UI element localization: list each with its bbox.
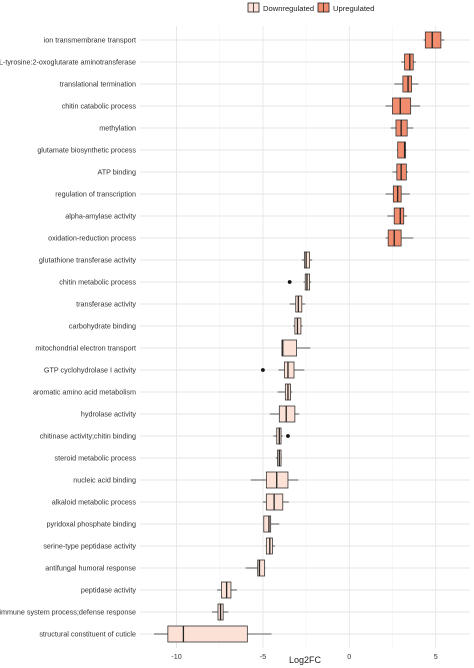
y-axis-tick-labels: ion transmembrane transport L-tyrosine:2-…	[0, 36, 136, 639]
y-tick-label: alkaloid metabolic process	[52, 498, 137, 507]
box-20	[275, 449, 282, 467]
box-3	[394, 75, 419, 93]
y-tick-label: carbohydrate binding	[69, 322, 136, 331]
box-24	[265, 537, 275, 555]
y-tick-label: L-tyrosine:2-oxoglutarate aminotransfera…	[0, 58, 136, 67]
box-19	[273, 427, 290, 445]
y-tick-label: steroid metabolic process	[55, 454, 137, 463]
box-5	[390, 119, 414, 137]
box-27	[211, 603, 229, 621]
y-tick-label: glutamate biosynthetic process	[37, 146, 136, 155]
box-22	[262, 493, 289, 511]
y-tick-label: regulation of transcription	[55, 190, 136, 199]
gridlines	[140, 26, 470, 648]
box-17	[277, 383, 293, 401]
box-iqr	[284, 361, 295, 379]
y-tick-label: nucleic acid binding	[73, 476, 136, 485]
y-tick-label: serine-type peptidase activity	[43, 542, 136, 551]
box-21	[250, 471, 299, 489]
box-7	[392, 163, 409, 181]
box-iqr	[303, 251, 310, 269]
x-tick-label: -10	[171, 652, 181, 661]
y-tick-label: aromatic amino acid metabolism	[33, 388, 136, 397]
x-axis-tick-labels: -10 -5 0 5	[171, 652, 437, 661]
box-26	[217, 581, 237, 599]
box-iqr	[263, 515, 272, 533]
x-tick-label: -5	[260, 652, 266, 661]
y-tick-label: chitin catabolic process	[62, 102, 137, 111]
legend-label-upregulated: Upregulated	[333, 4, 374, 13]
y-tick-label: peptidase activity	[81, 586, 137, 595]
y-tick-label: ion transmembrane transport	[44, 36, 136, 45]
box-iqr	[392, 97, 412, 115]
box-iqr	[424, 31, 442, 49]
y-tick-label: chitin metabolic process	[59, 278, 136, 287]
box-12	[287, 273, 312, 291]
y-tick-label: oxidation-reduction process	[48, 234, 136, 243]
y-tick-label: mitochondrial electron transport	[35, 344, 136, 353]
box-14	[293, 317, 303, 335]
outlier-point	[261, 368, 265, 372]
box-2	[401, 53, 416, 71]
x-axis-title: Log2FC	[289, 655, 322, 665]
box-28	[154, 625, 272, 643]
y-tick-label: translational termination	[60, 80, 136, 89]
box-iqr	[167, 625, 248, 643]
box-series	[154, 31, 445, 643]
y-tick-label: ATP binding	[98, 168, 137, 177]
y-tick-label: hydrolase activity	[81, 410, 137, 419]
y-tick-label: immune system process;defense response	[0, 608, 136, 617]
box-8	[385, 185, 410, 203]
outlier-point	[286, 434, 290, 438]
y-tick-label: antifungal humoral response	[45, 564, 136, 573]
y-tick-label: alpha-amylase activity	[65, 212, 136, 221]
y-tick-label: pyridoxal phosphate binding	[46, 520, 136, 529]
box-iqr	[278, 405, 296, 423]
outlier-point	[287, 280, 292, 284]
box-16	[261, 361, 305, 379]
box-23	[263, 515, 280, 533]
box-iqr	[402, 75, 412, 93]
box-11	[301, 251, 313, 269]
box-iqr	[281, 339, 297, 357]
legend: Downregulated Upregulated	[247, 2, 374, 13]
box-6	[396, 141, 407, 159]
y-tick-label: structural constituent of cuticle	[39, 630, 136, 639]
box-9	[387, 207, 408, 225]
legend-label-downregulated: Downregulated	[263, 4, 314, 13]
box-15	[281, 339, 311, 357]
box-4	[385, 97, 421, 115]
x-tick-label: 0	[347, 652, 351, 661]
box-13	[289, 295, 306, 313]
y-tick-label: methylation	[99, 124, 136, 133]
y-tick-label: GTP cyclohydrolase I activity	[44, 366, 137, 375]
box-25	[245, 559, 266, 577]
box-iqr	[257, 559, 266, 577]
box-iqr	[404, 53, 414, 71]
box-10	[385, 229, 414, 247]
y-tick-label: chitinase activity;chitin binding	[40, 432, 136, 441]
box-iqr	[393, 207, 405, 225]
y-tick-label: transferase activity	[76, 300, 136, 309]
y-tick-label: glutathione transferase activity	[39, 256, 136, 265]
box-18	[269, 405, 300, 423]
box-iqr	[397, 141, 406, 159]
x-tick-label: 5	[434, 652, 438, 661]
box-1	[423, 31, 445, 49]
